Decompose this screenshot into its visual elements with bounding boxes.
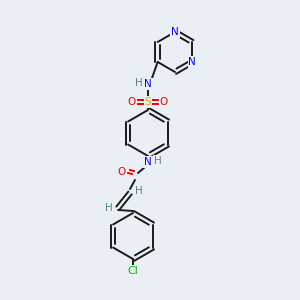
- Text: H: H: [105, 203, 113, 213]
- Text: N: N: [171, 27, 179, 37]
- Text: S: S: [145, 97, 151, 107]
- Text: O: O: [128, 97, 136, 107]
- Text: O: O: [160, 97, 168, 107]
- Text: H: H: [135, 186, 143, 196]
- Text: H: H: [135, 78, 143, 88]
- Text: O: O: [118, 167, 126, 177]
- Text: Cl: Cl: [128, 266, 138, 276]
- Text: H: H: [154, 156, 162, 166]
- Text: N: N: [144, 157, 152, 167]
- Text: N: N: [188, 57, 196, 67]
- Text: N: N: [144, 79, 152, 89]
